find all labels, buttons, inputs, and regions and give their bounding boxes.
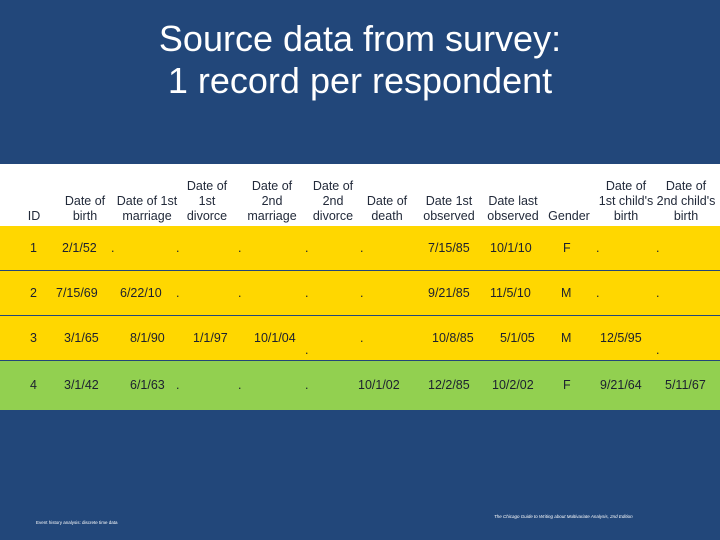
cell-first-divorce: . bbox=[176, 286, 180, 300]
footer-right-caption: The Chicago Guide to Writing about Multi… bbox=[494, 514, 633, 519]
header-birth: Date of birth bbox=[64, 194, 106, 223]
cell-death: 10/1/02 bbox=[358, 378, 400, 392]
cell-first-child-birth: . bbox=[596, 241, 600, 255]
footer-left-caption: Event history analysis: discrete time da… bbox=[36, 520, 118, 525]
cell-first-marriage: 6/1/63 bbox=[130, 378, 165, 392]
cell-first-marriage: 8/1/90 bbox=[130, 331, 165, 345]
cell-first-marriage: . bbox=[111, 241, 115, 255]
cell-first-observed: 12/2/85 bbox=[428, 378, 470, 392]
cell-death: . bbox=[360, 331, 364, 345]
cell-death: . bbox=[360, 286, 364, 300]
cell-last-observed: 10/2/02 bbox=[492, 378, 534, 392]
cell-second-child-birth: . bbox=[656, 241, 660, 255]
cell-birth: 7/15/69 bbox=[56, 286, 98, 300]
slide-title-line-1: Source data from survey: bbox=[158, 18, 562, 59]
header-last-observed: Date last observed bbox=[487, 194, 539, 223]
cell-gender: F bbox=[563, 378, 571, 392]
cell-birth: 3/1/65 bbox=[64, 331, 99, 345]
cell-second-divorce: . bbox=[305, 241, 309, 255]
header-gender: Gender bbox=[548, 209, 590, 223]
cell-id: 2 bbox=[30, 286, 37, 300]
table-row: 1 2/1/52 . . . . . 7/15/85 10/1/10 F . . bbox=[0, 226, 720, 270]
table-row: 4 3/1/42 6/1/63 . . . 10/1/02 12/2/85 10… bbox=[0, 361, 720, 410]
cell-second-divorce: . bbox=[176, 378, 180, 392]
cell-first-child-birth: 12/5/95 bbox=[600, 331, 642, 345]
row-divider bbox=[0, 270, 720, 271]
cell-first-observed: 10/8/85 bbox=[432, 331, 474, 345]
cell-first-child-birth: . bbox=[596, 286, 600, 300]
cell-second-divorce: . bbox=[305, 286, 309, 300]
header-id: ID bbox=[27, 209, 41, 223]
cell-last-observed: 5/1/05 bbox=[500, 331, 535, 345]
cell-second-divorce: . bbox=[305, 343, 309, 357]
cell-first-marriage: 6/22/10 bbox=[120, 286, 162, 300]
header-second-marriage: Date of 2nd marriage bbox=[247, 179, 297, 223]
header-first-observed: Date 1st observed bbox=[423, 194, 475, 223]
cell-second-child-birth: . bbox=[656, 286, 660, 300]
cell-id: 1 bbox=[30, 241, 37, 255]
table-row: 2 7/15/69 6/22/10 . . . . 9/21/85 11/5/1… bbox=[0, 271, 720, 315]
cell-id: 4 bbox=[30, 378, 37, 392]
cell-id: 3 bbox=[30, 331, 37, 345]
row-divider bbox=[0, 360, 720, 361]
row-divider bbox=[0, 315, 720, 316]
cell-first-child-birth: 9/21/64 bbox=[600, 378, 642, 392]
header-death: Date of death bbox=[366, 194, 408, 223]
cell-gender: F bbox=[563, 241, 571, 255]
table-header: ID Date of birth Date of 1st marriage Da… bbox=[0, 164, 720, 226]
cell-first-observed: 7/15/85 bbox=[428, 241, 470, 255]
slide-title: Source data from survey: 1 record per re… bbox=[0, 18, 720, 102]
cell-first-divorce: . bbox=[238, 378, 242, 392]
cell-second-child-birth: 5/11/67 bbox=[665, 378, 706, 392]
header-first-marriage: Date of 1st marriage bbox=[116, 194, 178, 223]
cell-second-marriage: . bbox=[238, 286, 242, 300]
header-first-child-birth: Date of 1st child's birth bbox=[598, 179, 654, 223]
cell-second-child-birth: . bbox=[656, 343, 660, 357]
header-second-divorce: Date of 2nd divorce bbox=[312, 179, 354, 223]
cell-first-observed: 9/21/85 bbox=[428, 286, 470, 300]
cell-second-marriage: . bbox=[305, 378, 309, 392]
slide-title-line-2: 1 record per respondent bbox=[167, 60, 553, 101]
cell-second-marriage: . bbox=[238, 241, 242, 255]
cell-birth: 3/1/42 bbox=[64, 378, 99, 392]
cell-first-divorce: 1/1/97 bbox=[193, 331, 228, 345]
header-second-child-birth: Date of 2nd child's birth bbox=[656, 179, 716, 223]
cell-last-observed: 11/5/10 bbox=[490, 286, 531, 300]
cell-birth: 2/1/52 bbox=[62, 241, 97, 255]
cell-gender: M bbox=[561, 331, 572, 345]
cell-death: . bbox=[360, 241, 364, 255]
cell-last-observed: 10/1/10 bbox=[490, 241, 532, 255]
cell-second-marriage: 10/1/04 bbox=[254, 331, 296, 345]
header-first-divorce: Date of 1st divorce bbox=[186, 179, 228, 223]
cell-first-divorce: . bbox=[176, 241, 180, 255]
table-row: 3 3/1/65 8/1/90 1/1/97 10/1/04 . . 10/8/… bbox=[0, 316, 720, 360]
cell-gender: M bbox=[561, 286, 572, 300]
